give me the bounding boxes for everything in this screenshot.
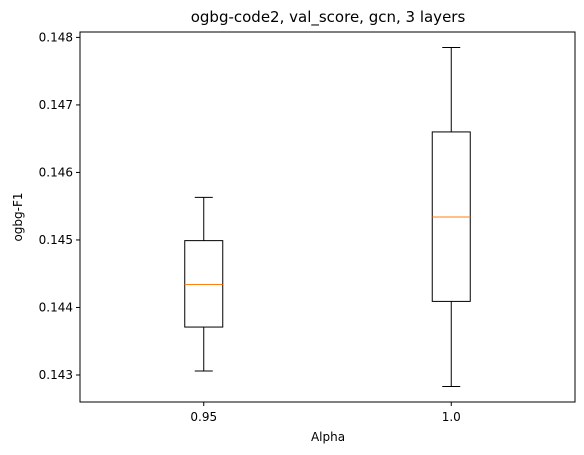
y-tick-label: 0.143	[39, 368, 73, 382]
y-axis-label: ogbg-F1	[11, 192, 25, 241]
y-tick-label: 0.147	[39, 98, 73, 112]
y-tick-label: 0.145	[39, 233, 73, 247]
chart-title: ogbg-code2, val_score, gcn, 3 layers	[191, 8, 466, 27]
y-tick-label: 0.144	[39, 300, 73, 314]
y-tick-label: 0.148	[39, 30, 73, 44]
y-tick-label: 0.146	[39, 165, 73, 179]
plot-area: 0.143 0.144 0.145 0.146 0.147 0.148 0.95 1.0	[39, 30, 471, 424]
plot-frame	[79, 31, 576, 403]
x-tick-label: 1.0	[442, 410, 461, 424]
x-tick-label: 0.95	[190, 410, 217, 424]
box-iqr	[184, 240, 224, 328]
x-axis-label: Alpha	[311, 430, 345, 444]
